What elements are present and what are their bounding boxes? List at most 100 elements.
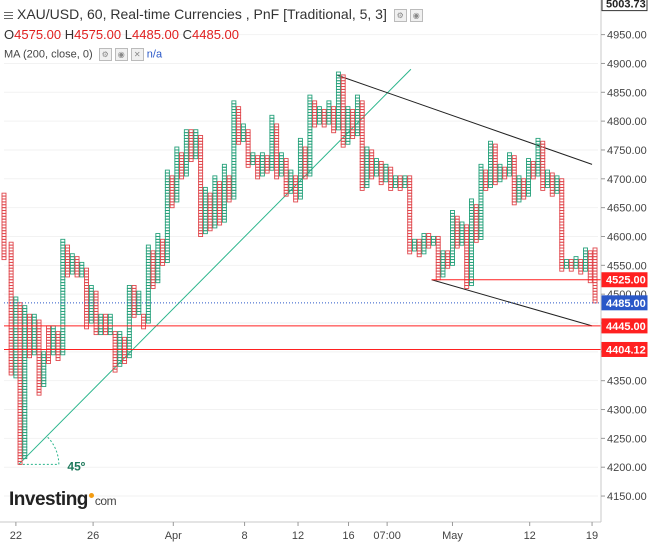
pnf-column xyxy=(293,175,299,203)
pnf-column xyxy=(179,152,185,180)
pnf-column xyxy=(112,331,118,373)
time-tick-label: Apr xyxy=(165,530,182,542)
pnf-column xyxy=(84,267,90,330)
pnf-column xyxy=(316,106,322,125)
time-tick-label: 26 xyxy=(87,530,99,542)
x-box xyxy=(535,137,541,142)
o-box xyxy=(8,241,14,246)
pnf-column xyxy=(117,331,123,367)
pnf-boxes-layer xyxy=(1,71,598,465)
pnf-column xyxy=(236,106,242,145)
x-box xyxy=(526,158,531,163)
price-label-box xyxy=(601,295,648,311)
x-box xyxy=(297,137,303,142)
o-box xyxy=(464,224,470,229)
pnf-column xyxy=(98,313,104,336)
price-label-box xyxy=(601,341,648,357)
pnf-column xyxy=(559,178,565,272)
x-box xyxy=(79,261,85,266)
low-value: 4485.00 xyxy=(132,27,179,42)
o-box xyxy=(359,100,365,105)
x-box xyxy=(31,313,37,318)
pnf-column xyxy=(297,137,303,200)
pnf-column xyxy=(36,319,42,396)
price-label-box xyxy=(601,0,648,12)
pnf-column xyxy=(312,100,318,128)
o-box xyxy=(511,155,517,160)
o-box xyxy=(473,204,479,209)
x-box xyxy=(164,169,170,174)
settings-icon[interactable]: ⚙ xyxy=(393,8,407,22)
settings-icon[interactable]: ⚙ xyxy=(98,48,112,61)
o-box xyxy=(207,192,213,197)
o-box xyxy=(264,155,270,160)
o-box xyxy=(416,238,422,243)
trendlines-layer: 45º xyxy=(18,68,593,473)
pnf-column xyxy=(217,181,223,226)
pnf-column xyxy=(164,169,170,263)
x-box xyxy=(117,331,123,336)
pnf-column xyxy=(60,238,66,356)
pnf-column xyxy=(507,152,512,177)
menu-icon[interactable] xyxy=(4,10,13,21)
pnf-column xyxy=(278,152,284,177)
close-icon[interactable]: ✕ xyxy=(130,48,144,61)
time-tick-label: 22 xyxy=(10,530,22,542)
visibility-icon[interactable]: ◉ xyxy=(409,8,423,22)
x-box xyxy=(69,253,75,258)
pnf-column xyxy=(459,221,465,246)
price-label-text: 4445.00 xyxy=(606,321,646,333)
x-box xyxy=(174,146,180,151)
pnf-column xyxy=(340,74,346,148)
pnf-column xyxy=(464,224,470,289)
x-box xyxy=(288,169,294,174)
pnf-column xyxy=(126,285,132,359)
price-tick-label: 4200.00 xyxy=(607,462,647,474)
o-box xyxy=(84,267,90,272)
pnf-column xyxy=(22,305,28,460)
o-box xyxy=(350,109,356,113)
pnf-column xyxy=(141,313,147,330)
x-box xyxy=(573,256,579,261)
x-box xyxy=(354,94,360,99)
brand-name: Investing xyxy=(9,489,88,510)
x-box xyxy=(383,163,389,168)
pnf-column xyxy=(383,163,389,183)
pnf-column xyxy=(345,106,351,145)
pnf-column xyxy=(288,169,294,194)
price-label-text: 4404.12 xyxy=(606,344,646,356)
pnf-column xyxy=(65,244,71,278)
pnf-column xyxy=(103,313,109,336)
x-box xyxy=(250,152,256,157)
x-box xyxy=(412,238,417,243)
x-box xyxy=(136,290,142,295)
o-box xyxy=(188,129,194,134)
x-box xyxy=(240,123,246,128)
pnf-column xyxy=(221,163,227,223)
pnf-column xyxy=(592,247,598,304)
pnf-column xyxy=(174,146,180,203)
visibility-icon[interactable]: ◉ xyxy=(114,48,128,61)
pnf-column xyxy=(122,336,128,364)
pnf-column xyxy=(79,261,85,278)
pnf-column xyxy=(55,331,61,362)
o-box xyxy=(150,250,156,255)
x-box xyxy=(478,163,484,168)
time-tick-label: 12 xyxy=(524,530,536,542)
price-label-text: 4485.00 xyxy=(606,298,646,310)
o-box xyxy=(141,313,147,318)
price-tick-label: 4600.00 xyxy=(607,231,647,243)
x-box xyxy=(469,198,474,203)
price-tick-label: 4250.00 xyxy=(607,433,647,445)
x-box xyxy=(155,233,161,237)
o-box xyxy=(435,235,441,240)
pnf-column xyxy=(198,135,204,237)
x-box xyxy=(431,235,436,240)
pnf-column xyxy=(31,313,37,356)
price-tick-label: 4750.00 xyxy=(607,145,647,157)
time-tick-label: 12 xyxy=(292,530,304,542)
pnf-column xyxy=(150,250,156,289)
x-box xyxy=(212,175,218,180)
